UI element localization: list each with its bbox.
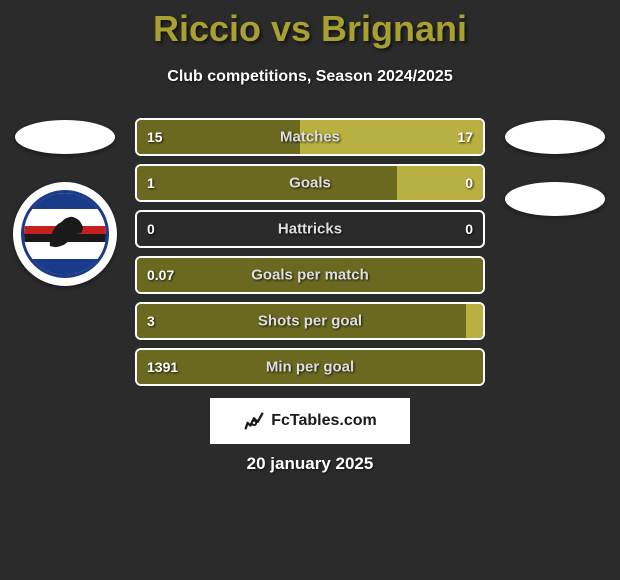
sampdoria-sailor-icon <box>39 208 91 259</box>
stat-label: Goals per match <box>137 267 483 284</box>
fctables-label: FcTables.com <box>271 412 377 430</box>
stat-bar: 00Hattricks <box>135 210 485 248</box>
fctables-icon <box>243 410 265 432</box>
stat-label: Min per goal <box>137 359 483 376</box>
left-player-badges <box>10 120 120 286</box>
comparison-stats: 1517Matches 10Goals 00Hattricks 0.07Goals p… <box>135 118 485 386</box>
stat-label: Matches <box>137 129 483 146</box>
stat-bar: 3Shots per goal <box>135 302 485 340</box>
snapshot-date: 20 january 2025 <box>0 454 620 474</box>
player-right-club-placeholder <box>505 182 605 216</box>
page-title: Riccio vs Brignani <box>0 0 620 50</box>
player-left-club-badge <box>13 182 117 286</box>
stat-label: Shots per goal <box>137 313 483 330</box>
subtitle: Club competitions, Season 2024/2025 <box>0 68 620 86</box>
stat-bar: 1391Min per goal <box>135 348 485 386</box>
fctables-logo: FcTables.com <box>210 398 410 444</box>
stat-bar: 10Goals <box>135 164 485 202</box>
right-player-badges <box>500 120 610 216</box>
stat-label: Hattricks <box>137 221 483 238</box>
player-left-flag-placeholder <box>15 120 115 154</box>
stat-bar: 1517Matches <box>135 118 485 156</box>
stat-bar: 0.07Goals per match <box>135 256 485 294</box>
player-right-flag-placeholder <box>505 120 605 154</box>
stat-label: Goals <box>137 175 483 192</box>
